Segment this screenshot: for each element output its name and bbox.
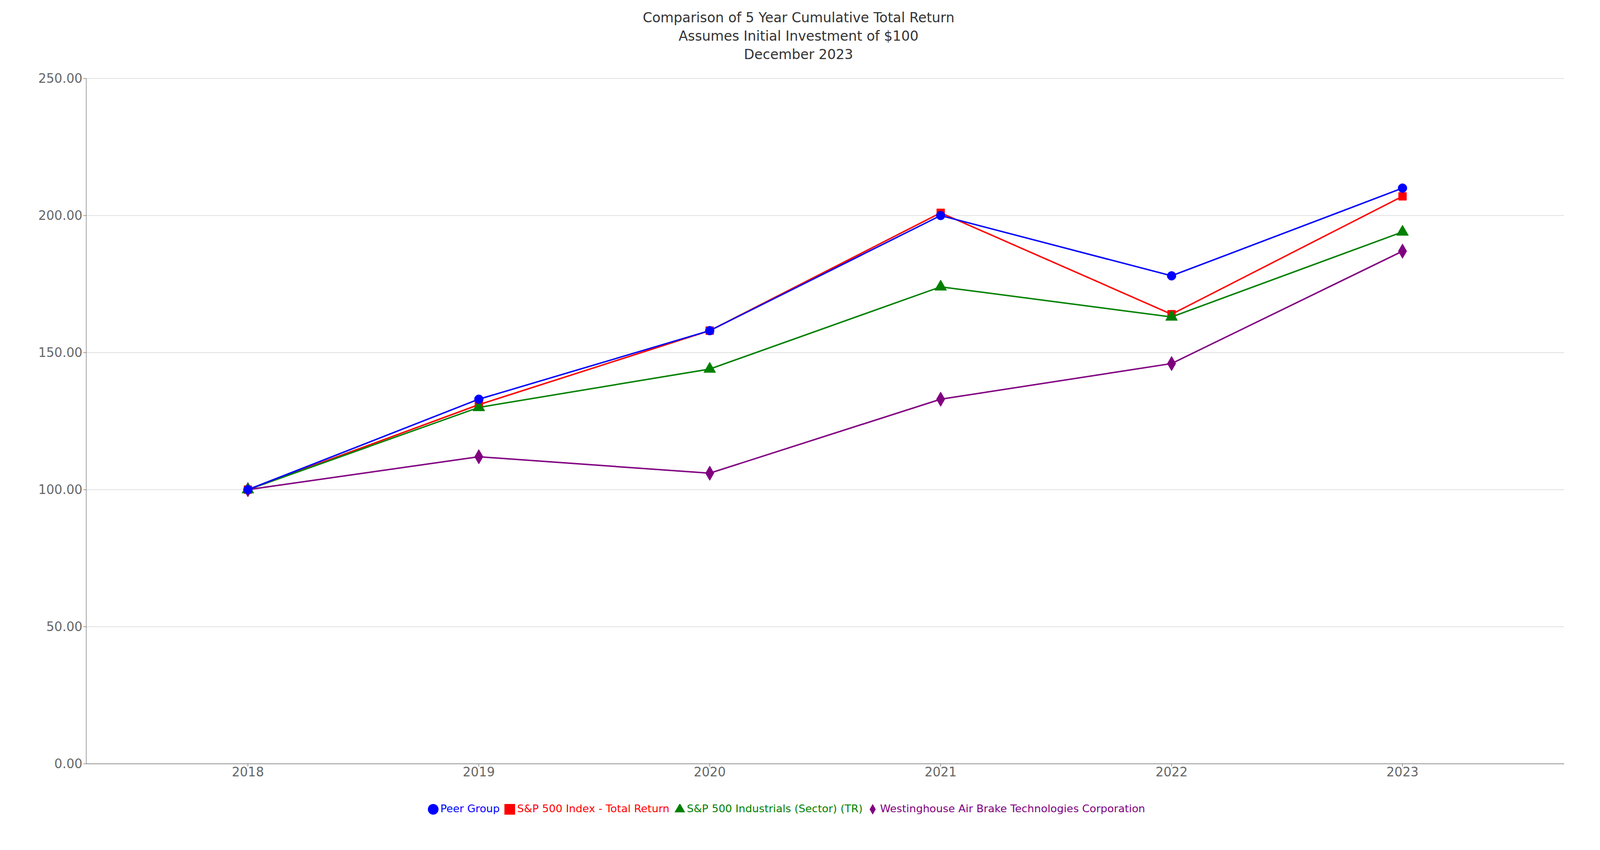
svg-text:2022: 2022 (1155, 765, 1188, 780)
html-text:December 2023: December 2023 (743, 46, 854, 63)
svg-text:2023: 2023 (1386, 765, 1419, 780)
html-text:S&P 500 Industrials (Sector) (: S&P 500 Industrials (Sector) (TR) (686, 802, 863, 816)
html-text:Comparison of 5 Year Cumulativ: Comparison of 5 Year Cumulative Total Re… (642, 9, 955, 26)
svg-text:150.00: 150.00 (38, 345, 83, 361)
svg-text:0.00: 0.00 (54, 756, 83, 772)
svg-text:2019: 2019 (462, 765, 495, 780)
svg-text:50.00: 50.00 (46, 619, 83, 635)
svg-text:2018: 2018 (232, 765, 265, 780)
svg-text:200.00: 200.00 (38, 208, 83, 223)
svg-text:2021: 2021 (924, 765, 957, 780)
svg-text:250.00: 250.00 (38, 71, 83, 86)
html-text:Assumes Initial Investment of: Assumes Initial Investment of $100 (678, 28, 919, 45)
html-text:Westinghouse Air Brake Technol: Westinghouse Air Brake Technologies Corp… (880, 802, 1146, 816)
html-text:Peer Group: Peer Group (440, 802, 500, 816)
html-text:S&P 500 Index - Total Return: S&P 500 Index - Total Return (517, 802, 670, 816)
svg-text:2020: 2020 (693, 765, 726, 780)
svg-text:100.00: 100.00 (38, 482, 83, 498)
